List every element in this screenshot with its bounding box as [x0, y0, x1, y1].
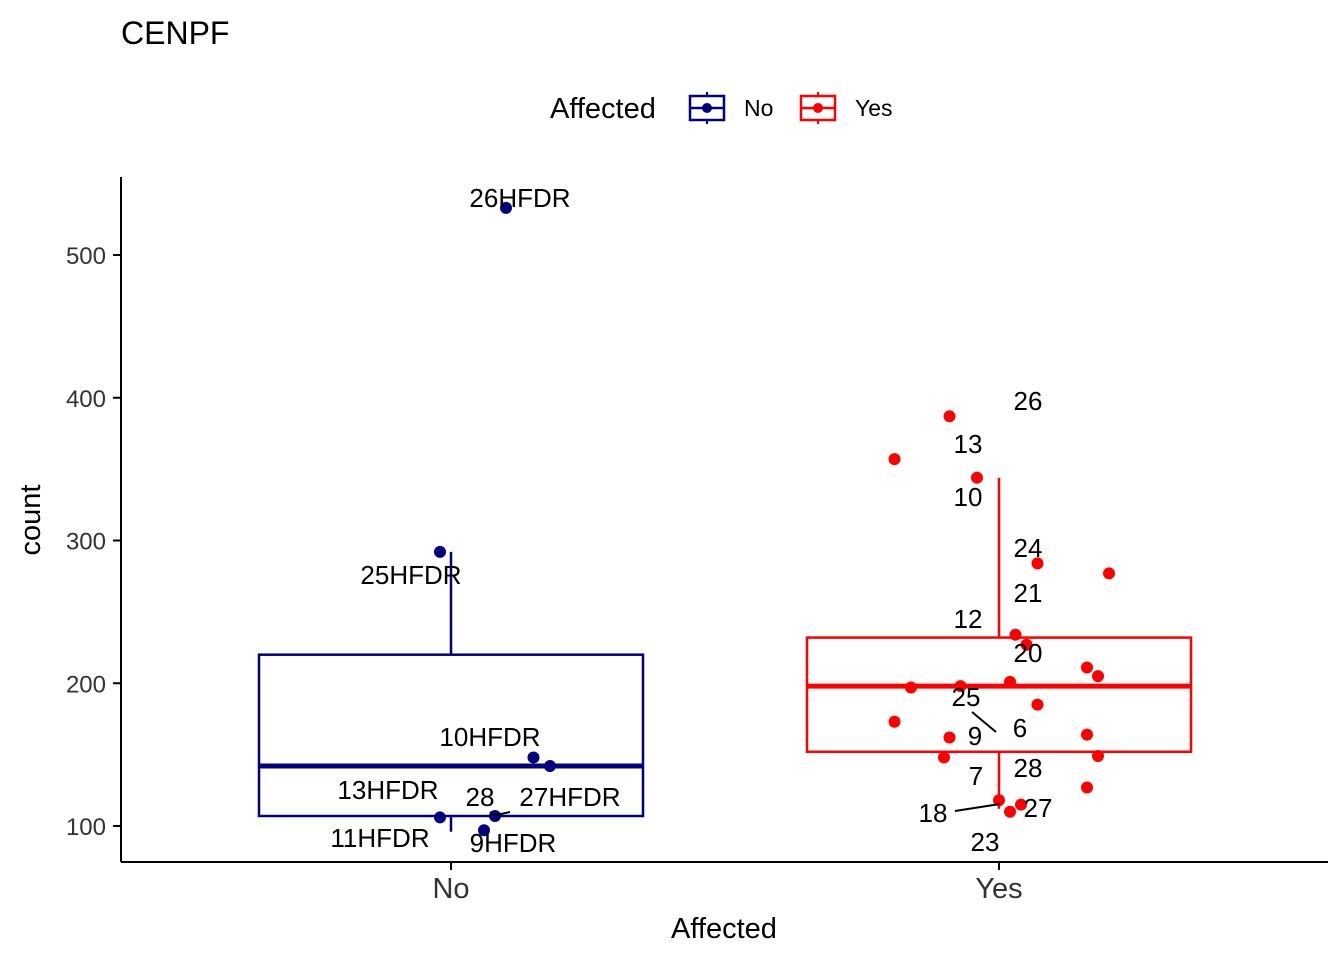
- data-point: [544, 760, 556, 773]
- y-axis-label: count: [15, 485, 47, 556]
- data-point: [1081, 661, 1093, 674]
- data-point: [1103, 567, 1115, 580]
- iqr-box: [257, 653, 645, 818]
- data-point: [971, 471, 983, 484]
- legend-key-no: [688, 92, 726, 124]
- group-yes: 26 13 10 24 21 12 20 25 6 9 7 28 18 27 23: [805, 386, 1193, 857]
- data-point: [1020, 638, 1033, 651]
- data-point: [1092, 670, 1104, 683]
- x-tick-label: No: [432, 873, 469, 905]
- label-leader-line: [489, 811, 497, 816]
- legend-key-yes: [799, 92, 837, 124]
- legend-title: Affected: [550, 93, 656, 125]
- data-point: [954, 680, 967, 693]
- data-point: [1092, 750, 1104, 763]
- data-point: [527, 751, 540, 764]
- y-tick-label: 500: [66, 243, 106, 270]
- point-label: 13: [954, 429, 983, 459]
- y-tick-label: 200: [66, 671, 106, 698]
- point-label: 27HFDR: [519, 782, 620, 812]
- y-tick-label: 100: [66, 814, 106, 841]
- point-label: 24: [1014, 533, 1043, 563]
- point-label: 25HFDR: [360, 560, 461, 590]
- data-point: [434, 811, 446, 824]
- legend: Affected No Yes: [550, 92, 893, 125]
- point-label: 13HFDR: [337, 775, 438, 805]
- data-point: [888, 715, 901, 728]
- group-no: 25HFDR 26HFDR 10HFDR 27HFDR 11HFDR 9HFDR 28 13H…: [257, 183, 645, 858]
- point-label: 9: [968, 721, 982, 751]
- point-label: 10HFDR: [439, 722, 540, 752]
- point-label: 28: [466, 782, 495, 812]
- data-point: [1004, 805, 1016, 818]
- data-point: [888, 453, 901, 466]
- point-label: 26: [1014, 386, 1043, 416]
- chart-title: CENPF: [121, 15, 229, 51]
- data-point: [943, 410, 956, 423]
- x-axis-label: Affected: [671, 913, 777, 945]
- label-leader-line: [495, 811, 511, 816]
- y-tick-label: 400: [66, 386, 106, 413]
- point-label: 23: [971, 827, 1000, 857]
- data-point: [1031, 557, 1044, 570]
- label-leader-line: [954, 803, 1001, 812]
- data-point: [1004, 675, 1016, 688]
- data-point: [905, 681, 917, 694]
- label-leader-line: [971, 711, 997, 733]
- plot-area: 25HFDR 26HFDR 10HFDR 27HFDR 11HFDR 9HFDR 28 13H…: [257, 183, 1193, 858]
- point-label: 20: [1014, 638, 1043, 668]
- point-label: 18: [919, 798, 948, 828]
- point-label: 11HFDR: [330, 823, 429, 853]
- point-label: 27: [1024, 793, 1053, 823]
- point-label: 25: [952, 682, 981, 712]
- y-tick-label: 300: [66, 529, 106, 556]
- legend-label-no: No: [744, 95, 773, 121]
- data-point: [1031, 698, 1044, 711]
- point-label: 26HFDR: [469, 183, 570, 213]
- data-point: [1015, 798, 1027, 811]
- data-point: [993, 794, 1005, 807]
- data-point: [434, 545, 446, 558]
- point-label: 10: [954, 482, 983, 512]
- data-point: [500, 201, 512, 214]
- data-point: [1081, 781, 1093, 794]
- data-point: [478, 824, 490, 837]
- point-label: 21: [1014, 578, 1043, 608]
- point-label: 9HFDR: [470, 828, 557, 858]
- iqr-box: [805, 636, 1193, 754]
- x-tick-label: Yes: [975, 873, 1022, 905]
- data-point: [1081, 728, 1093, 741]
- data-point: [943, 731, 956, 744]
- point-label: 12: [954, 604, 983, 634]
- data-point: [1009, 628, 1022, 641]
- legend-label-yes: Yes: [855, 95, 893, 121]
- point-label: 6: [1013, 713, 1027, 743]
- axes: 100 200 300 400 500 No Yes: [66, 243, 1023, 905]
- point-label: 7: [969, 761, 983, 791]
- point-label: 28: [1014, 753, 1043, 783]
- data-point: [938, 751, 950, 764]
